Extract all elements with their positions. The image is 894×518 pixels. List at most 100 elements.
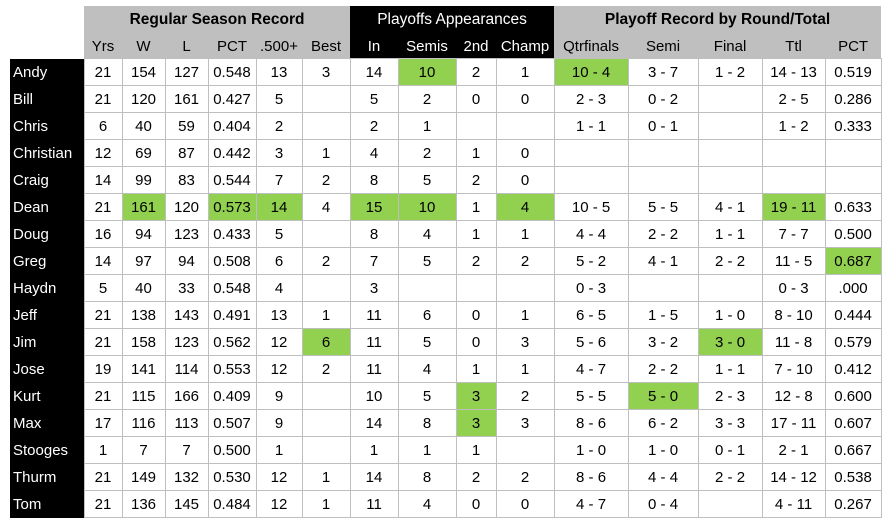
player-name: Dean <box>10 193 84 221</box>
table-cell: 59 <box>164 112 209 140</box>
table-cell: 2 <box>455 58 497 86</box>
table-cell: 0.500 <box>207 436 257 464</box>
table-cell: 12 <box>255 355 303 383</box>
table-cell: 14 <box>349 463 399 491</box>
table-cell: 33 <box>164 274 209 302</box>
table-cell: 17 <box>83 409 123 437</box>
table-cell: 2 <box>301 355 351 383</box>
table-cell <box>627 139 699 167</box>
table-cell: 21 <box>83 328 123 356</box>
table-cell: 1 <box>455 139 497 167</box>
table-cell: 0.442 <box>207 139 257 167</box>
table-cell <box>627 274 699 302</box>
table-cell: 11 <box>349 490 399 518</box>
table-cell: 0.519 <box>824 58 882 86</box>
col-best: Best <box>302 34 351 59</box>
table-cell: 8 <box>349 166 399 194</box>
table-cell: 0.562 <box>207 328 257 356</box>
table-cell: 0.491 <box>207 301 257 329</box>
table-cell: 69 <box>121 139 166 167</box>
table-cell: 40 <box>121 274 166 302</box>
table-cell: 10 <box>349 382 399 410</box>
table-cell <box>761 139 826 167</box>
table-cell: 21 <box>83 85 123 113</box>
table-cell: 4 - 4 <box>553 220 629 248</box>
table-cell: 17 - 11 <box>761 409 826 437</box>
table-cell: 0 <box>455 85 497 113</box>
table-cell: 143 <box>164 301 209 329</box>
table-cell: 161 <box>121 193 166 221</box>
table-cell: 1 <box>301 463 351 491</box>
table-cell: 14 <box>349 58 399 86</box>
table-cell: 1 <box>301 139 351 167</box>
table-cell: 0.507 <box>207 409 257 437</box>
table-cell: 1 - 5 <box>627 301 699 329</box>
table-cell: 5 <box>397 328 457 356</box>
table-cell: 8 - 10 <box>761 301 826 329</box>
table-cell <box>301 274 351 302</box>
table-cell: 1 <box>455 193 497 221</box>
table-cell: 0.508 <box>207 247 257 275</box>
table-cell: 4 - 7 <box>553 355 629 383</box>
table-cell: 0 <box>495 139 555 167</box>
table-cell: 3 <box>455 409 497 437</box>
table-cell: 11 - 5 <box>761 247 826 275</box>
table-cell: 12 - 8 <box>761 382 826 410</box>
table-cell <box>697 112 763 140</box>
table-cell: 1 <box>455 436 497 464</box>
table-cell: 21 <box>83 193 123 221</box>
table-cell: 5 - 2 <box>553 247 629 275</box>
col-in: In <box>350 34 399 59</box>
table-cell: 0 - 3 <box>761 274 826 302</box>
table-cell: 114 <box>164 355 209 383</box>
table-cell: 154 <box>121 58 166 86</box>
table-cell: 4 - 4 <box>627 463 699 491</box>
table-cell: 0.667 <box>824 436 882 464</box>
table-cell <box>553 139 629 167</box>
table-cell: 1 <box>455 355 497 383</box>
player-name: Craig <box>10 166 84 194</box>
table-cell: 2 <box>349 112 399 140</box>
table-cell: 2 - 3 <box>553 85 629 113</box>
table-cell <box>301 85 351 113</box>
table-cell: 1 - 2 <box>697 58 763 86</box>
table-cell <box>495 274 555 302</box>
table-cell: 21 <box>83 382 123 410</box>
table-cell: 1 <box>255 436 303 464</box>
table-cell: 1 <box>397 436 457 464</box>
table-cell: 0.538 <box>824 463 882 491</box>
table-cell: 3 - 7 <box>627 58 699 86</box>
table-cell: 5 <box>349 85 399 113</box>
table-cell: 21 <box>83 490 123 518</box>
table-cell <box>697 490 763 518</box>
table-cell: 4 - 7 <box>553 490 629 518</box>
table-cell: 0.687 <box>824 247 882 275</box>
table-cell: 0.548 <box>207 58 257 86</box>
table-cell: 2 - 2 <box>697 463 763 491</box>
table-cell: 4 <box>349 139 399 167</box>
player-name: Tom <box>10 490 84 518</box>
table-cell: 158 <box>121 328 166 356</box>
table-cell: 13 <box>255 58 303 86</box>
player-name: Christian <box>10 139 84 167</box>
table-cell: 5 - 5 <box>627 193 699 221</box>
player-name: Stooges <box>10 436 84 464</box>
table-cell <box>553 166 629 194</box>
table-cell: 8 <box>349 220 399 248</box>
table-cell: 87 <box>164 139 209 167</box>
table-cell: 1 - 1 <box>697 355 763 383</box>
table-cell: 5 - 5 <box>553 382 629 410</box>
table-cell: 2 <box>495 382 555 410</box>
table-cell <box>627 166 699 194</box>
table-cell: 0.633 <box>824 193 882 221</box>
table-cell: 83 <box>164 166 209 194</box>
table-cell: 19 - 11 <box>761 193 826 221</box>
table-row: Christian 12 69 87 0.442 3 1 4 2 1 0 <box>10 139 882 167</box>
